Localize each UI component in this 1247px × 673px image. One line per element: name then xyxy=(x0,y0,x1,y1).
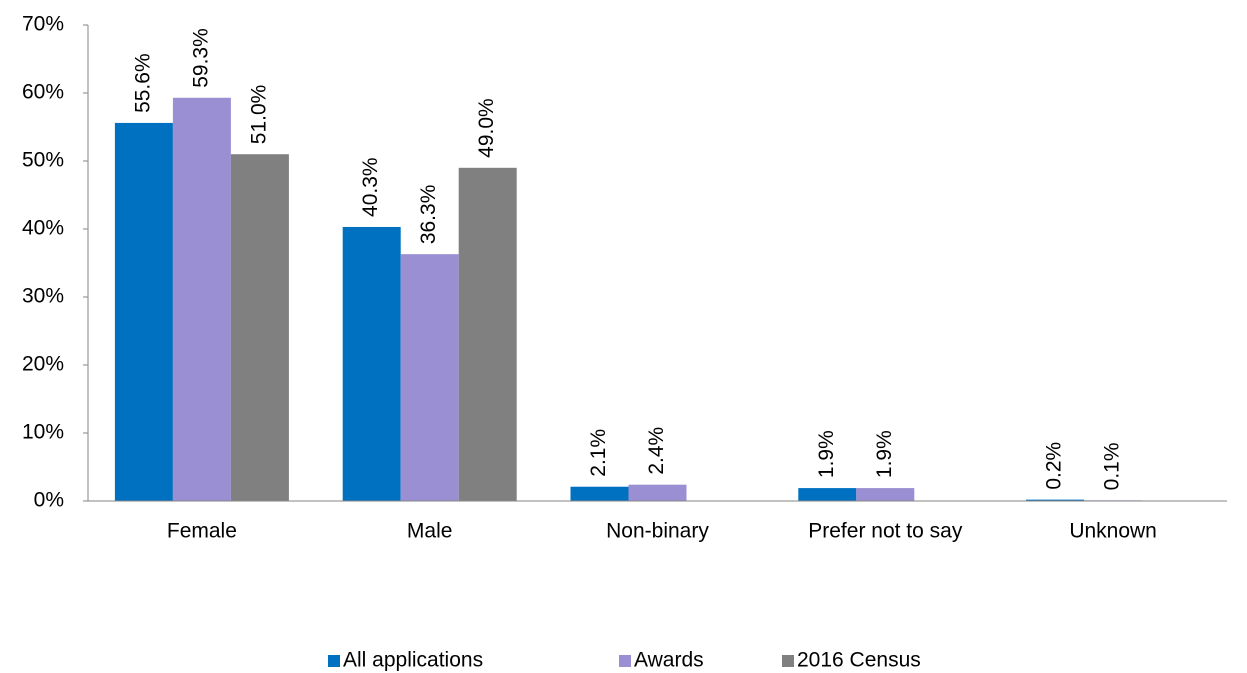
data-label: 0.2% xyxy=(1043,442,1066,490)
bar xyxy=(458,167,517,502)
data-label: 36.3% xyxy=(417,185,440,245)
bar xyxy=(628,484,687,501)
data-label: 0.1% xyxy=(1101,442,1124,490)
bar xyxy=(172,97,231,501)
bar xyxy=(230,154,289,501)
data-label: 2.1% xyxy=(587,429,610,477)
bar xyxy=(114,122,173,502)
y-tick-label: 60% xyxy=(22,81,64,104)
y-tick-label: 30% xyxy=(22,285,64,308)
bar xyxy=(798,488,857,501)
data-label: 2.4% xyxy=(645,427,668,475)
legend-swatch xyxy=(328,655,340,667)
data-label: 59.3% xyxy=(189,28,212,88)
x-tick-label: Unknown xyxy=(1069,520,1157,543)
y-tick-label: 70% xyxy=(22,13,64,36)
data-label: 49.0% xyxy=(475,98,498,158)
legend-label: All applications xyxy=(343,649,483,672)
bar xyxy=(1026,499,1085,501)
bar xyxy=(856,488,915,501)
bar xyxy=(342,226,401,501)
data-label: 55.6% xyxy=(131,53,154,113)
legend-label: Awards xyxy=(634,649,704,672)
bar xyxy=(570,486,629,501)
x-tick-label: Female xyxy=(167,520,237,543)
y-tick-label: 20% xyxy=(22,353,64,376)
y-tick-label: 50% xyxy=(22,149,64,172)
legend-label: 2016 Census xyxy=(797,649,921,672)
data-label: 40.3% xyxy=(359,157,382,217)
bar xyxy=(400,254,459,501)
data-label: 1.9% xyxy=(873,430,896,478)
x-tick-label: Prefer not to say xyxy=(808,520,963,543)
x-tick-label: Non-binary xyxy=(606,520,709,543)
data-label: 51.0% xyxy=(247,85,270,145)
y-tick-label: 40% xyxy=(22,217,64,240)
legend-swatch xyxy=(782,655,794,667)
x-tick-label: Male xyxy=(407,520,453,543)
y-tick-label: 10% xyxy=(22,421,64,444)
y-tick-label: 0% xyxy=(34,489,64,512)
legend-swatch xyxy=(619,655,631,667)
data-label: 1.9% xyxy=(815,430,838,478)
